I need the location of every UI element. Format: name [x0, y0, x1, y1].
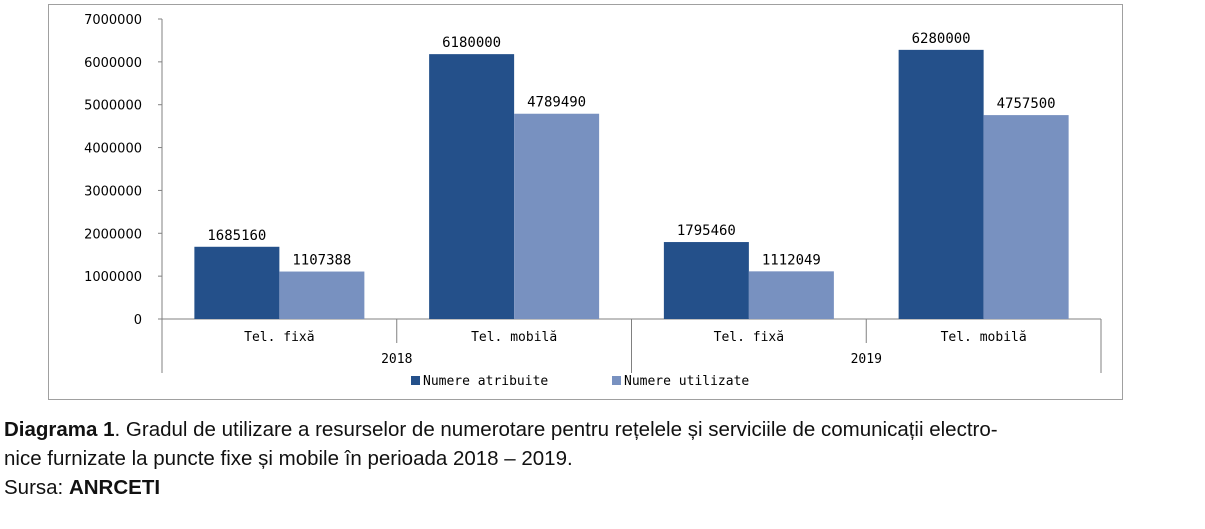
x-group-label: 2018	[381, 352, 412, 367]
x-category-label: Tel. mobilă	[941, 330, 1027, 345]
caption-line-1: Diagrama 1. Gradul de utilizare a resurs…	[4, 415, 1200, 444]
x-category-label: Tel. fixă	[244, 330, 314, 345]
bar-value-label: 4789490	[527, 95, 586, 111]
y-tick-label: 0	[134, 313, 142, 328]
caption-text-1: . Gradul de utilizare a resurselor de nu…	[114, 418, 998, 441]
bar-chart: 0 1000000 2000000 3000000 4000000 5000000 6000…	[84, 13, 1102, 389]
bar-value-label: 4757500	[997, 96, 1056, 112]
bar	[748, 271, 834, 319]
y-tick-label: 1000000	[84, 270, 142, 285]
bar	[983, 115, 1069, 319]
y-tick-label: 3000000	[84, 184, 142, 199]
y-tick-label: 6000000	[84, 56, 142, 71]
bar-value-label: 1112049	[762, 252, 821, 268]
legend-swatch	[612, 376, 621, 385]
bar	[194, 246, 280, 319]
y-tick-label: 7000000	[84, 13, 142, 28]
chart-frame: 0 1000000 2000000 3000000 4000000 5000000 6000…	[48, 4, 1123, 400]
bar-value-label: 1795460	[677, 223, 736, 239]
y-tick-label: 4000000	[84, 142, 142, 157]
bar	[429, 54, 515, 320]
bar-value-label: 6280000	[912, 31, 971, 47]
bar-value-label: 6180000	[442, 35, 501, 51]
source-prefix: Sursa:	[4, 476, 69, 499]
x-group-label: 2019	[851, 352, 882, 367]
bar-value-label: 1107388	[292, 253, 351, 269]
figure-caption: Diagrama 1. Gradul de utilizare a resurs…	[4, 415, 1200, 502]
legend-label: Numere atribuite	[423, 374, 548, 389]
caption-text-2: nice furnizate la puncte fixe și mobile …	[4, 447, 573, 470]
y-tick-label: 5000000	[84, 99, 142, 114]
bar-value-label: 1685160	[207, 228, 266, 244]
caption-source-line: Sursa: ANRCETI	[4, 473, 1200, 502]
source-name: ANRCETI	[68, 476, 161, 499]
bar	[898, 49, 984, 319]
legend-swatch	[411, 376, 420, 385]
y-tick-label: 2000000	[84, 227, 142, 242]
bar	[514, 113, 600, 319]
bar	[663, 242, 749, 319]
x-category-label: Tel. fixă	[714, 330, 784, 345]
bar	[279, 271, 365, 319]
legend-label: Numere utilizate	[624, 374, 749, 389]
x-category-label: Tel. mobilă	[471, 330, 557, 345]
caption-label: Diagrama 1	[4, 418, 115, 441]
